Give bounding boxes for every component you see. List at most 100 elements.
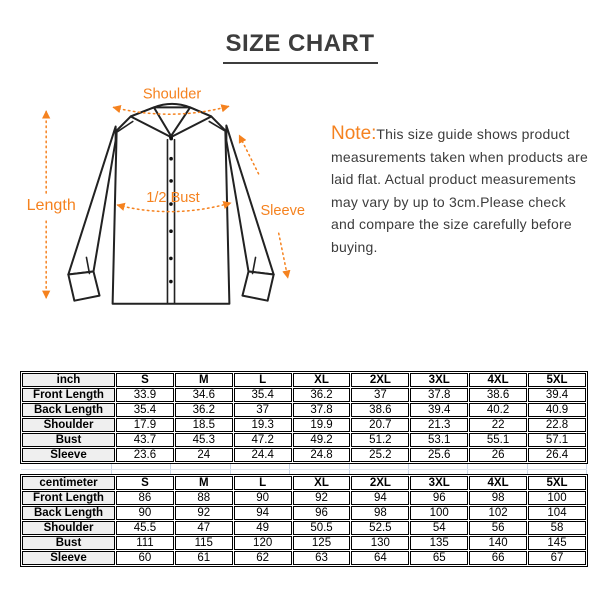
measurement-value-cell: 37.8 — [292, 403, 351, 417]
table-row: Bust 111 115 120 125 130 135 140 145 — [22, 536, 586, 550]
size-header-cell: M — [174, 373, 233, 387]
measurement-value-cell: 49 — [233, 521, 292, 535]
measurement-value-cell: 52.5 — [351, 521, 410, 535]
table-row: Front Length 86 88 90 92 94 96 98 100 — [22, 491, 586, 505]
unit-header-cell: centimeter — [22, 476, 115, 490]
table-row: Sleeve 23.6 24 24.4 24.8 25.2 25.6 26 26.4 — [22, 448, 586, 462]
size-tables: inch S M L XL 2XL 3XL 4XL 5XL Front Length 33.9 34.… — [20, 371, 588, 567]
measurement-value-cell: 47.2 — [233, 433, 292, 447]
measurement-value-cell: 67 — [528, 551, 586, 565]
measurement-value-cell: 98 — [351, 506, 410, 520]
measurement-label-cell: Back Length — [22, 506, 115, 520]
size-header-cell: L — [233, 373, 292, 387]
shirt-measurement-diagram: Shoulder Length 1/2 Bust Sleeve — [27, 86, 305, 305]
table-header-row: inch S M L XL 2XL 3XL 4XL 5XL — [22, 373, 586, 387]
measurement-value-cell: 24.8 — [292, 448, 351, 462]
measurement-value-cell: 100 — [528, 491, 586, 505]
measurement-value-cell: 96 — [410, 491, 469, 505]
measurement-value-cell: 63 — [292, 551, 351, 565]
measurement-value-cell: 96 — [292, 506, 351, 520]
measurement-label-cell: Front Length — [22, 491, 115, 505]
measurement-value-cell: 24 — [174, 448, 233, 462]
size-header-cell: L — [233, 476, 292, 490]
shirt-left-yoke-seam — [116, 120, 134, 133]
shirt-right-cuff-slit — [251, 256, 257, 275]
measurement-value-cell: 66 — [469, 551, 528, 565]
table-row: Front Length 33.9 34.6 35.4 36.2 37 37.8 38.6 39… — [22, 388, 586, 402]
measurement-label-cell: Bust — [22, 536, 115, 550]
measurement-value-cell: 40.2 — [469, 403, 528, 417]
note-body: This size guide shows product measuremen… — [331, 126, 588, 255]
measurement-value-cell: 64 — [351, 551, 410, 565]
measurement-value-cell: 53.1 — [410, 433, 469, 447]
measurement-value-cell: 140 — [469, 536, 528, 550]
bust-arrow — [116, 200, 232, 213]
size-header-cell: 2XL — [351, 373, 410, 387]
table-row: Sleeve 60 61 62 63 64 65 66 67 — [22, 551, 586, 565]
gridline-cell — [112, 464, 172, 474]
note-text: Note:This size guide shows product measu… — [331, 123, 593, 258]
measurement-value-cell: 100 — [410, 506, 469, 520]
measurement-value-cell: 135 — [410, 536, 469, 550]
size-table-inch: inch S M L XL 2XL 3XL 4XL 5XL Front Length 33.9 34.… — [20, 371, 588, 464]
size-header-cell: S — [116, 476, 174, 490]
measurement-value-cell: 94 — [233, 506, 292, 520]
size-header-cell: XL — [292, 476, 351, 490]
measurement-value-cell: 54 — [410, 521, 469, 535]
measurement-value-cell: 37 — [233, 403, 292, 417]
measurement-value-cell: 26 — [469, 448, 528, 462]
gridline-cell — [171, 464, 231, 474]
page-header: SIZE CHART — [0, 30, 600, 64]
size-header-cell: 3XL — [410, 476, 469, 490]
measurement-value-cell: 65 — [410, 551, 469, 565]
gridline-cell — [409, 464, 469, 474]
measurement-value-cell: 56 — [469, 521, 528, 535]
measurement-value-cell: 39.4 — [410, 403, 469, 417]
unit-header-cell: inch — [22, 373, 115, 387]
measurement-value-cell: 19.3 — [233, 418, 292, 432]
measurement-value-cell: 60 — [116, 551, 174, 565]
measurement-value-cell: 39.4 — [528, 388, 586, 402]
size-header-cell: 5XL — [528, 476, 586, 490]
measurement-value-cell: 111 — [116, 536, 174, 550]
table-row: Back Length 90 92 94 96 98 100 102 104 — [22, 506, 586, 520]
measurement-label-cell: Front Length — [22, 388, 115, 402]
measurement-value-cell: 38.6 — [351, 403, 410, 417]
measurement-value-cell: 61 — [174, 551, 233, 565]
measurement-value-cell: 58 — [528, 521, 586, 535]
measurement-value-cell: 26.4 — [528, 448, 586, 462]
note-label: Note: — [331, 123, 377, 144]
measurement-value-cell: 43.7 — [116, 433, 174, 447]
bust-label: 1/2 Bust — [146, 190, 200, 206]
measurement-value-cell: 57.1 — [528, 433, 586, 447]
measurement-value-cell: 37.8 — [410, 388, 469, 402]
measurement-value-cell: 24.4 — [233, 448, 292, 462]
length-label: Length — [27, 196, 76, 214]
spreadsheet-gridlines — [21, 464, 587, 474]
table-row: Back Length 35.4 36.2 37 37.8 38.6 39.4 40.2 40.… — [22, 403, 586, 417]
measurement-label-cell: Back Length — [22, 403, 115, 417]
shirt-left-cuff-slit — [85, 256, 91, 275]
shirt-right-sleeve — [225, 124, 275, 276]
sleeve-label: Sleeve — [260, 203, 305, 219]
measurement-value-cell: 125 — [292, 536, 351, 550]
measurement-value-cell: 104 — [528, 506, 586, 520]
measurement-value-cell: 130 — [351, 536, 410, 550]
measurement-value-cell: 90 — [233, 491, 292, 505]
size-header-cell: 4XL — [469, 476, 528, 490]
size-header-cell: XL — [292, 373, 351, 387]
measurement-value-cell: 33.9 — [116, 388, 174, 402]
measurement-label-cell: Sleeve — [22, 551, 115, 565]
gridline-cell — [21, 464, 112, 474]
measurement-value-cell: 50.5 — [292, 521, 351, 535]
measurement-value-cell: 45.5 — [116, 521, 174, 535]
measurement-value-cell: 21.3 — [410, 418, 469, 432]
measurement-value-cell: 145 — [528, 536, 586, 550]
table-row: Shoulder 45.5 47 49 50.5 52.5 54 56 58 — [22, 521, 586, 535]
size-header-cell: 4XL — [469, 373, 528, 387]
measurement-value-cell: 55.1 — [469, 433, 528, 447]
size-table-centimeter: centimeter S M L XL 2XL 3XL 4XL 5XL Front Length 8… — [20, 474, 588, 567]
measurement-value-cell: 94 — [351, 491, 410, 505]
measurement-value-cell: 90 — [116, 506, 174, 520]
measurement-value-cell: 35.4 — [116, 403, 174, 417]
